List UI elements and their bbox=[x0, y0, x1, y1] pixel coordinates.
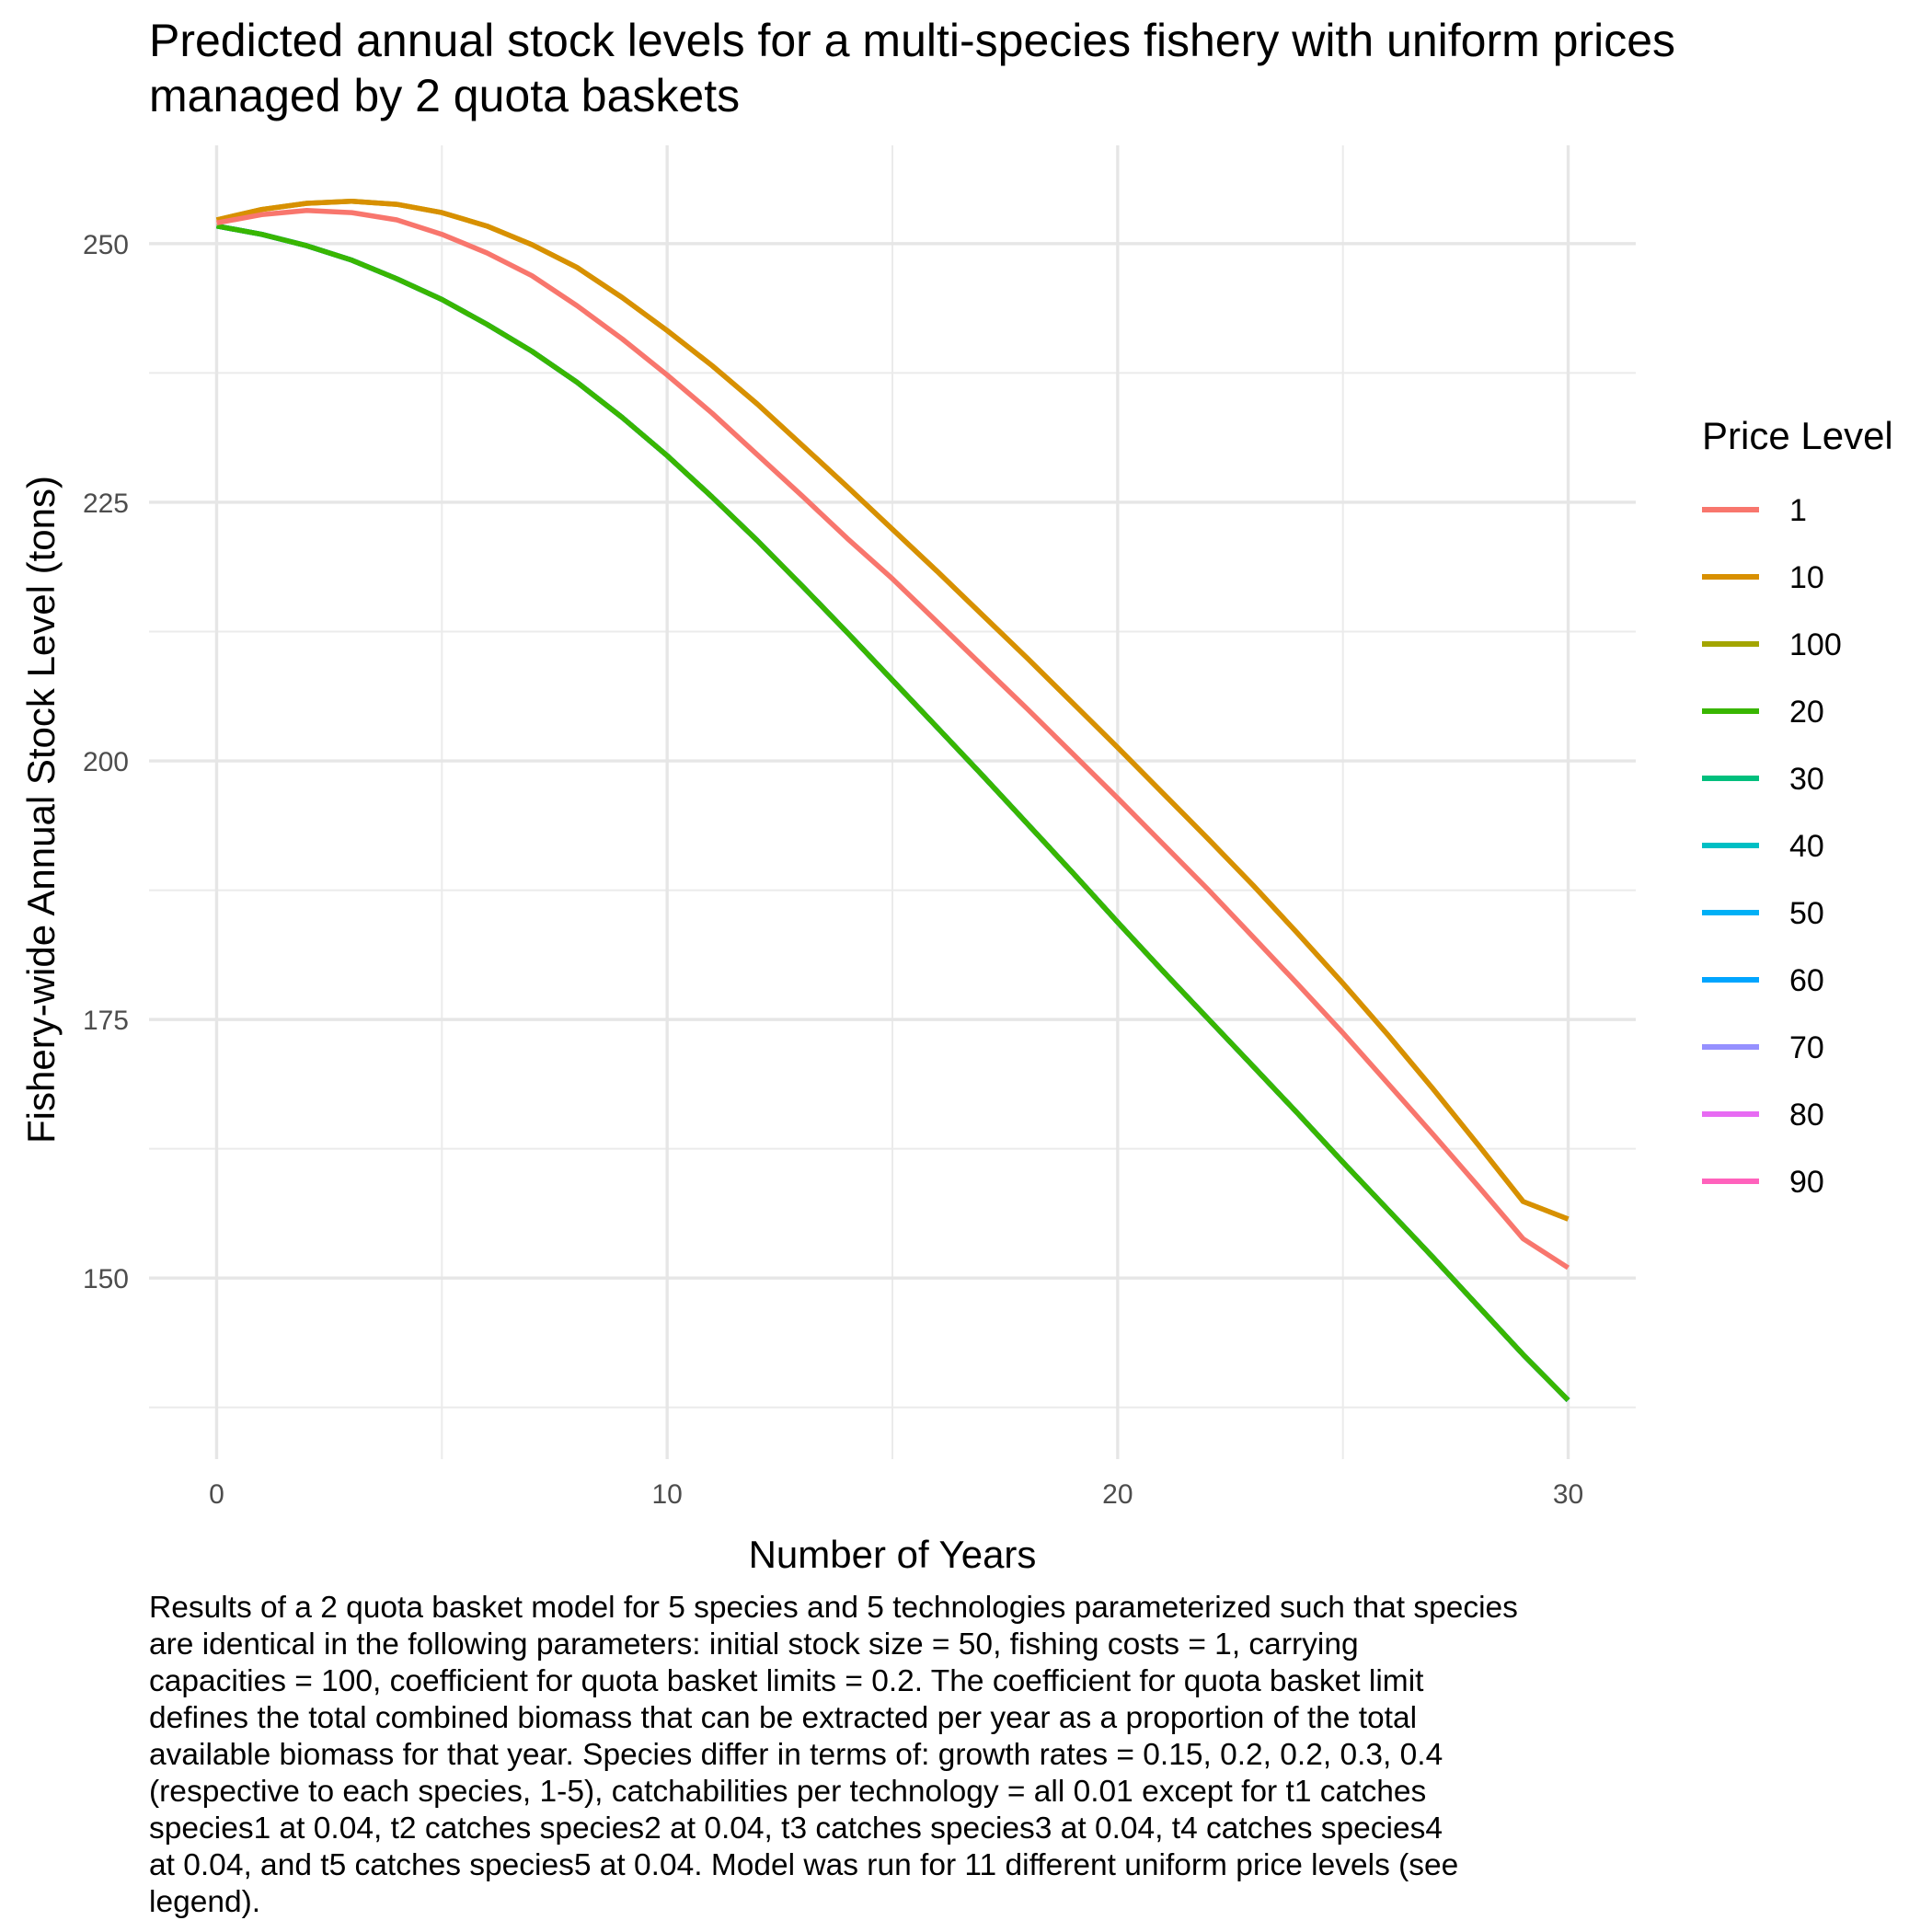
y-axis-title: Fishery-wide Annual Stock Level (tons) bbox=[19, 476, 63, 1144]
x-tick-label: 0 bbox=[209, 1479, 224, 1510]
legend: Price Level 1 10 100 20 30 40 50 60 70 80 90 bbox=[1702, 414, 1893, 1200]
grid bbox=[149, 145, 1636, 1459]
x-tick-label: 30 bbox=[1553, 1479, 1583, 1510]
series-line-price-20 bbox=[216, 223, 1570, 1402]
legend-label-60: 60 bbox=[1789, 963, 1824, 998]
caption-line: (respective to each species, 1-5), catch… bbox=[149, 1775, 1427, 1809]
caption-line: defines the total combined biomass that … bbox=[149, 1701, 1418, 1735]
legend-label-100: 100 bbox=[1789, 627, 1842, 662]
x-tick-label: 20 bbox=[1102, 1479, 1133, 1510]
chart-title: Predicted annual stock levels for a mult… bbox=[149, 13, 1897, 123]
caption-line: capacities = 100, coefficient for quota … bbox=[149, 1664, 1424, 1698]
caption-line: Results of a 2 quota basket model for 5 … bbox=[149, 1591, 1518, 1625]
y-tick-label: 200 bbox=[83, 747, 129, 777]
y-tick-label: 250 bbox=[83, 230, 129, 260]
series-line-price-10 bbox=[215, 198, 1570, 1222]
y-tick-label: 150 bbox=[83, 1264, 129, 1294]
x-axis-title: Number of Years bbox=[749, 1533, 1037, 1576]
caption-line: species1 at 0.04, t2 catches species2 at… bbox=[149, 1811, 1443, 1846]
caption-line: available biomass for that year. Species… bbox=[149, 1738, 1443, 1772]
legend-label-20: 20 bbox=[1789, 695, 1824, 730]
caption-line: at 0.04, and t5 catches species5 at 0.04… bbox=[149, 1848, 1459, 1882]
x-tick-label: 10 bbox=[651, 1479, 682, 1510]
figure-caption: Results of a 2 quota basket model for 5 … bbox=[149, 1590, 1823, 1921]
legend-label-90: 90 bbox=[1789, 1165, 1824, 1200]
series-lines bbox=[215, 198, 1570, 1402]
caption-line: are identical in the following parameter… bbox=[149, 1627, 1359, 1662]
legend-label-80: 80 bbox=[1789, 1098, 1824, 1133]
tick-labels: 0 10 20 30 150 175 200 225 250 bbox=[83, 230, 1583, 1510]
chart-title-line-2: managed by 2 quota baskets bbox=[149, 70, 741, 121]
legend-label-50: 50 bbox=[1789, 896, 1824, 931]
caption-line: legend). bbox=[149, 1885, 261, 1919]
y-tick-label: 225 bbox=[83, 489, 129, 519]
series-line-price-1 bbox=[216, 208, 1570, 1271]
legend-label-30: 30 bbox=[1789, 762, 1824, 797]
legend-label-1: 1 bbox=[1789, 493, 1807, 528]
legend-label-40: 40 bbox=[1789, 829, 1824, 864]
y-tick-label: 175 bbox=[83, 1006, 129, 1036]
legend-label-70: 70 bbox=[1789, 1030, 1824, 1065]
legend-label-10: 10 bbox=[1789, 560, 1824, 595]
legend-title: Price Level bbox=[1702, 414, 1893, 457]
chart-title-line-1: Predicted annual stock levels for a mult… bbox=[149, 15, 1676, 66]
